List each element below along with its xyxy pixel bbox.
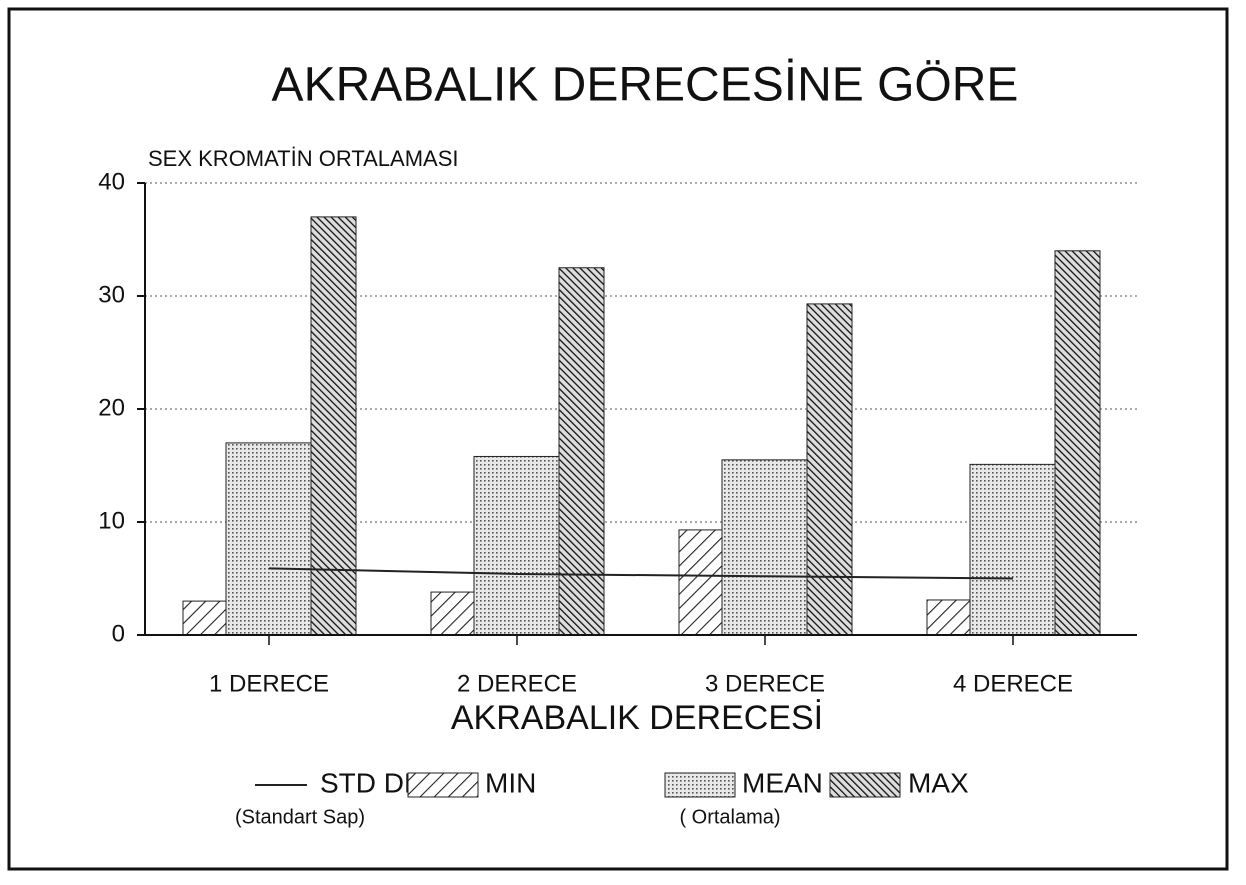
legend-swatch	[407, 772, 479, 798]
x-tick-label: 1 DERECE	[209, 670, 329, 697]
bar	[969, 463, 1056, 636]
frame	[7, 7, 1229, 871]
bar	[558, 267, 605, 636]
legend-swatch	[664, 772, 736, 798]
x-axis-label: AKRABALIK DERECESİ	[451, 699, 823, 737]
legend-note: (Standart Sap)	[235, 806, 365, 828]
bar	[721, 459, 808, 636]
x-tick-label: 3 DERECE	[705, 670, 825, 697]
bar	[1054, 250, 1101, 636]
legend-note: ( Ortalama)	[679, 806, 780, 828]
y-tick-label: 40	[98, 168, 125, 195]
legend-swatch	[829, 772, 901, 798]
y-tick-label: 20	[98, 394, 125, 421]
y-tick-label: 0	[112, 620, 125, 647]
legend-label: MEAN	[742, 767, 823, 798]
y-tick-label: 30	[98, 281, 125, 308]
bar	[310, 216, 357, 636]
legend-label: MIN	[485, 767, 536, 798]
y-axis-label: SEX KROMATİN ORTALAMASI	[148, 146, 459, 171]
std-dev-line	[268, 567, 1014, 580]
legend-label: MAX	[908, 767, 969, 798]
bar	[806, 303, 853, 636]
x-tick-label: 4 DERECE	[953, 670, 1073, 697]
x-tick-label: 2 DERECE	[457, 670, 577, 697]
bar	[473, 455, 560, 636]
bar	[225, 442, 312, 636]
chart-title: AKRABALIK DERECESİNE GÖRE	[272, 59, 1019, 112]
y-tick-label: 10	[98, 507, 125, 534]
